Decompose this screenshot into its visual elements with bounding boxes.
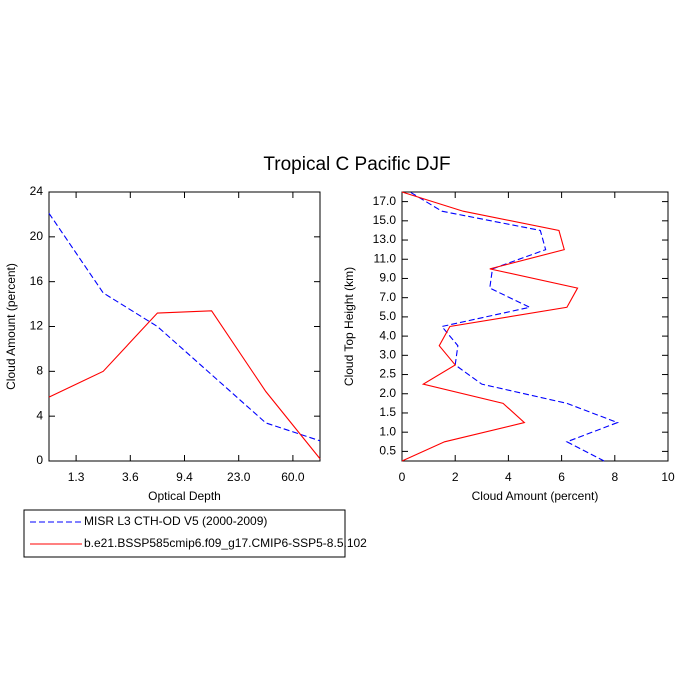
x-tick-label: 9.4 [176, 470, 193, 484]
y-tick-label: 11.0 [374, 251, 397, 265]
series-line [409, 191, 620, 462]
x-tick-label: 8 [611, 470, 618, 484]
y-tick-label: 13.0 [373, 232, 397, 246]
y-tick-label: 17.0 [373, 194, 397, 208]
x-axis-label: Optical Depth [148, 489, 221, 503]
legend-label: b.e21.BSSP585cmip6.f09_g17.CMIP6-SSP5-8.… [84, 536, 367, 550]
y-tick-label: 3.0 [379, 347, 396, 361]
x-tick-label: 2 [452, 470, 459, 484]
y-tick-label: 1.5 [379, 405, 396, 419]
y-tick-label: 2.5 [379, 367, 396, 381]
chart-title: Tropical C Pacific DJF [263, 154, 450, 175]
x-tick-label: 23.0 [227, 470, 251, 484]
plot-frame [401, 191, 669, 462]
y-tick-label: 16 [30, 274, 44, 288]
y-tick-label: 4.0 [379, 328, 396, 342]
series-line [48, 212, 321, 442]
y-tick-label: 0 [36, 453, 43, 467]
y-tick-label: 9.0 [379, 271, 396, 285]
x-tick-label: 10 [661, 470, 675, 484]
x-tick-label: 3.6 [122, 470, 139, 484]
x-tick-label: 1.3 [68, 470, 85, 484]
legend-label: MISR L3 CTH-OD V5 (2000-2009) [84, 514, 267, 528]
y-tick-label: 7.0 [379, 290, 396, 304]
series-line [401, 191, 579, 462]
series-line [48, 310, 321, 460]
y-tick-label: 0.5 [379, 444, 396, 458]
x-tick-label: 6 [558, 470, 565, 484]
y-tick-label: 24 [30, 184, 44, 198]
x-axis-label: Cloud Amount (percent) [472, 489, 599, 503]
y-axis-label: Cloud Amount (percent) [4, 263, 18, 390]
y-tick-label: 15.0 [373, 213, 397, 227]
plot-frame [48, 191, 321, 462]
y-axis-label: Cloud Top Height (km) [342, 267, 356, 386]
x-tick-label: 60.0 [281, 470, 305, 484]
y-tick-label: 4 [36, 408, 43, 422]
legend [23, 509, 346, 558]
y-tick-label: 8 [36, 364, 43, 378]
x-tick-label: 4 [505, 470, 512, 484]
y-tick-label: 12 [30, 319, 44, 333]
x-tick-label: 0 [399, 470, 406, 484]
y-tick-label: 1.0 [379, 424, 396, 438]
y-tick-label: 5.0 [379, 309, 396, 323]
y-tick-label: 2.0 [379, 386, 396, 400]
y-tick-label: 20 [30, 229, 44, 243]
